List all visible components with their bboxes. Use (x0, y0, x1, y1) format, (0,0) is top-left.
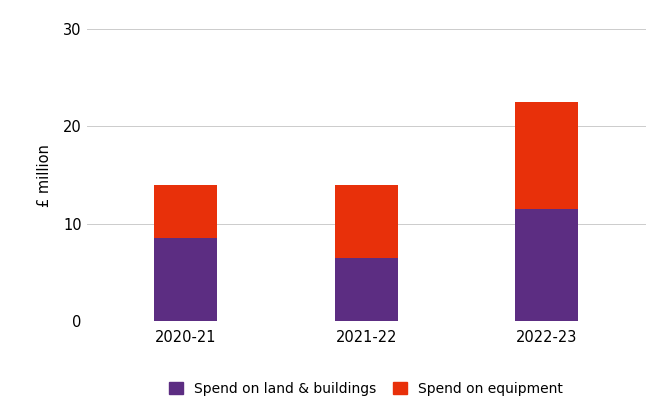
Y-axis label: £ million: £ million (37, 144, 52, 206)
Bar (515, 209, 578, 321)
Bar (155, 239, 217, 321)
Bar (155, 185, 217, 239)
Bar (335, 258, 398, 321)
Bar (515, 102, 578, 209)
Legend: Spend on land & buildings, Spend on equipment: Spend on land & buildings, Spend on equi… (163, 375, 570, 403)
Bar (335, 185, 398, 258)
